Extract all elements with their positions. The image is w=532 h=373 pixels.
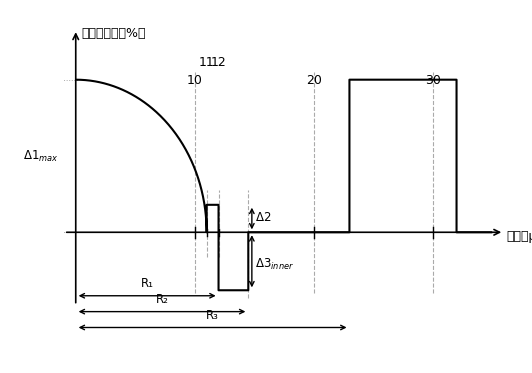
Text: $\Delta 1_{max}$: $\Delta 1_{max}$: [23, 148, 59, 163]
Text: R₂: R₂: [155, 293, 169, 306]
Text: R₁: R₁: [140, 278, 154, 291]
Text: 11: 11: [199, 56, 214, 69]
Text: 30: 30: [425, 74, 440, 87]
Text: 10: 10: [187, 74, 203, 87]
Text: $\Delta 2$: $\Delta 2$: [255, 210, 272, 223]
Text: 半径（μm）: 半径（μm）: [506, 231, 532, 243]
Text: 12: 12: [211, 56, 227, 69]
Text: 相对折射率（%）: 相对折射率（%）: [82, 27, 146, 40]
Text: $\Delta 3_{inner}$: $\Delta 3_{inner}$: [255, 257, 295, 272]
Text: R₃: R₃: [206, 309, 219, 322]
Text: 20: 20: [306, 74, 322, 87]
